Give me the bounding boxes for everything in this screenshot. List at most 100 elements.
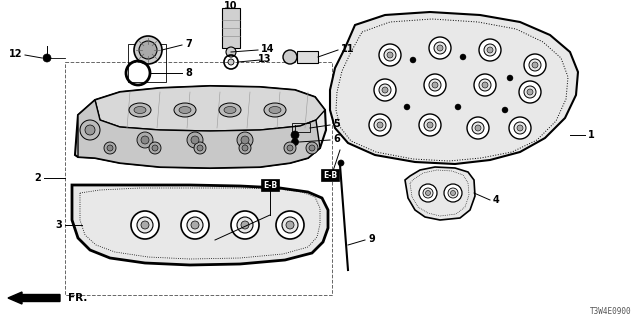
Circle shape (194, 142, 206, 154)
Text: 3: 3 (55, 220, 62, 230)
Circle shape (107, 145, 113, 151)
Ellipse shape (219, 103, 241, 117)
Circle shape (80, 120, 100, 140)
Circle shape (43, 54, 51, 62)
Circle shape (475, 125, 481, 131)
Circle shape (197, 145, 203, 151)
Circle shape (429, 37, 451, 59)
Circle shape (474, 74, 496, 96)
Circle shape (137, 217, 153, 233)
Circle shape (191, 221, 199, 229)
Circle shape (228, 59, 234, 65)
Text: 2: 2 (35, 173, 41, 183)
Circle shape (484, 44, 496, 56)
Bar (65, 62, 332, 295)
Circle shape (131, 211, 159, 239)
Polygon shape (72, 185, 328, 265)
Circle shape (104, 142, 116, 154)
Text: 10: 10 (224, 1, 237, 11)
Circle shape (437, 45, 443, 51)
Circle shape (448, 188, 458, 198)
Bar (222, 8, 240, 48)
Ellipse shape (269, 107, 281, 114)
Polygon shape (95, 86, 325, 131)
Circle shape (382, 87, 388, 93)
Circle shape (85, 125, 95, 135)
Polygon shape (75, 86, 326, 168)
Circle shape (152, 145, 158, 151)
Circle shape (502, 107, 508, 113)
Text: 7: 7 (185, 39, 192, 49)
Circle shape (284, 142, 296, 154)
Circle shape (451, 190, 456, 196)
Ellipse shape (129, 103, 151, 117)
Circle shape (187, 217, 203, 233)
Text: 8: 8 (185, 68, 192, 78)
Circle shape (467, 117, 489, 139)
Text: 14: 14 (261, 44, 275, 54)
Circle shape (338, 160, 344, 166)
Circle shape (287, 145, 293, 151)
Circle shape (282, 217, 298, 233)
Polygon shape (330, 12, 578, 164)
Text: 9: 9 (368, 234, 375, 244)
Circle shape (479, 79, 491, 91)
Circle shape (379, 84, 391, 96)
Ellipse shape (174, 103, 196, 117)
Circle shape (429, 79, 441, 91)
Circle shape (369, 114, 391, 136)
Circle shape (479, 39, 501, 61)
Circle shape (231, 211, 259, 239)
Circle shape (434, 42, 446, 54)
Circle shape (141, 221, 149, 229)
Circle shape (419, 184, 437, 202)
Circle shape (187, 132, 203, 148)
Circle shape (291, 139, 298, 146)
Circle shape (419, 114, 441, 136)
Text: 6: 6 (333, 134, 340, 144)
Text: 5: 5 (333, 119, 340, 129)
Circle shape (424, 74, 446, 96)
Circle shape (424, 119, 436, 131)
Circle shape (487, 47, 493, 53)
Circle shape (139, 41, 157, 59)
Circle shape (291, 131, 299, 139)
Circle shape (472, 122, 484, 134)
Circle shape (404, 104, 410, 110)
FancyArrow shape (8, 292, 60, 304)
Circle shape (141, 136, 149, 144)
Polygon shape (405, 167, 475, 220)
Circle shape (514, 122, 526, 134)
Circle shape (377, 122, 383, 128)
Circle shape (460, 54, 466, 60)
Text: 11: 11 (341, 44, 355, 54)
Circle shape (134, 36, 162, 64)
Circle shape (191, 136, 199, 144)
Circle shape (517, 125, 523, 131)
Circle shape (532, 62, 538, 68)
Circle shape (149, 142, 161, 154)
Circle shape (181, 211, 209, 239)
Circle shape (426, 190, 431, 196)
Polygon shape (297, 51, 318, 63)
Circle shape (241, 221, 249, 229)
Circle shape (444, 184, 462, 202)
Circle shape (237, 132, 253, 148)
Circle shape (527, 89, 533, 95)
Circle shape (374, 119, 386, 131)
Circle shape (387, 52, 393, 58)
Text: T3W4E0900: T3W4E0900 (590, 307, 632, 316)
Circle shape (226, 47, 236, 57)
Text: E-B: E-B (323, 171, 337, 180)
Circle shape (237, 217, 253, 233)
Circle shape (384, 49, 396, 61)
Circle shape (519, 81, 541, 103)
Circle shape (427, 122, 433, 128)
Text: 13: 13 (258, 54, 271, 64)
Circle shape (423, 188, 433, 198)
Text: 12: 12 (8, 49, 22, 59)
Circle shape (524, 86, 536, 98)
Circle shape (509, 117, 531, 139)
Circle shape (306, 142, 318, 154)
Text: 4: 4 (493, 195, 500, 205)
